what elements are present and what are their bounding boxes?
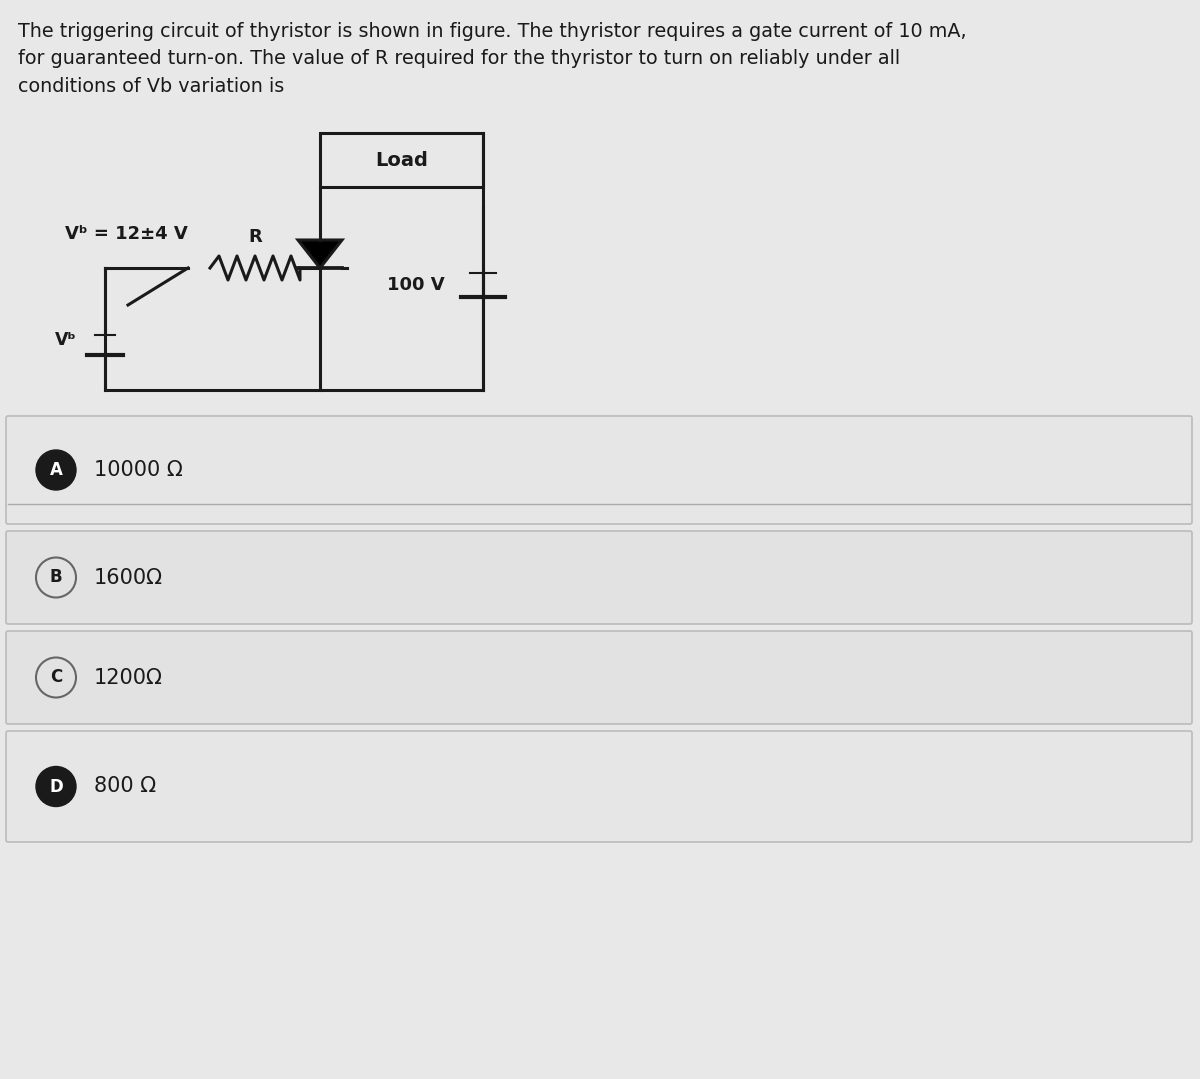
Text: D: D — [49, 778, 62, 795]
Bar — [320, 133, 482, 187]
FancyBboxPatch shape — [6, 730, 1192, 842]
Text: B: B — [49, 569, 62, 587]
Text: 10000 Ω: 10000 Ω — [94, 460, 182, 480]
Text: Vᵇ = 12±4 V: Vᵇ = 12±4 V — [65, 226, 187, 243]
Circle shape — [36, 558, 76, 598]
Circle shape — [36, 657, 76, 697]
Text: Vᵇ: Vᵇ — [55, 331, 77, 349]
Text: C: C — [50, 669, 62, 686]
Text: Load: Load — [376, 150, 428, 169]
Circle shape — [36, 766, 76, 806]
Circle shape — [36, 450, 76, 490]
FancyBboxPatch shape — [6, 531, 1192, 624]
Text: R: R — [248, 228, 262, 246]
Text: The triggering circuit of thyristor is shown in figure. The thyristor requires a: The triggering circuit of thyristor is s… — [18, 22, 967, 96]
FancyBboxPatch shape — [6, 416, 1192, 524]
FancyBboxPatch shape — [6, 631, 1192, 724]
Text: 1200Ω: 1200Ω — [94, 668, 163, 687]
Text: 1600Ω: 1600Ω — [94, 568, 163, 587]
Text: 800 Ω: 800 Ω — [94, 777, 156, 796]
Text: 100 V: 100 V — [388, 276, 445, 293]
Polygon shape — [298, 240, 342, 268]
Text: A: A — [49, 461, 62, 479]
